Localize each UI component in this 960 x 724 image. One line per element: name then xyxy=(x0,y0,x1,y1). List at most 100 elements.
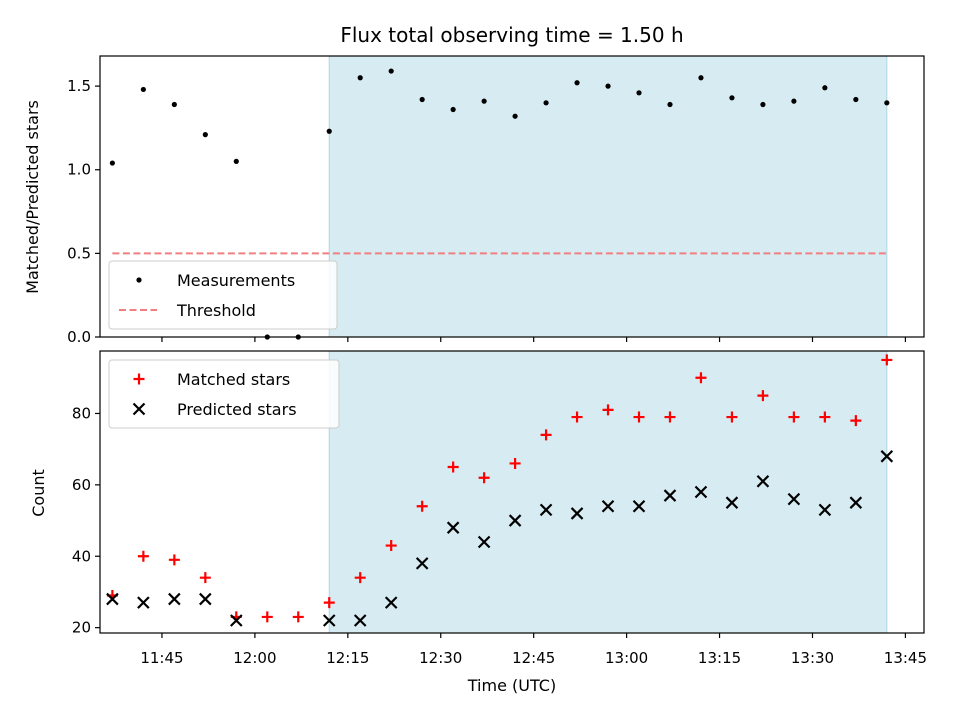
predicted-stars-point xyxy=(230,614,243,627)
y-tick-label: 20 xyxy=(72,619,91,637)
legend-box xyxy=(108,359,340,429)
chart-title: Flux total observing time = 1.50 h xyxy=(340,23,683,47)
matched-stars-point xyxy=(571,411,583,423)
top-y-axis-label: Matched/Predicted stars xyxy=(23,100,42,294)
matched-stars-point xyxy=(509,457,521,469)
predicted-stars-point xyxy=(353,614,367,627)
legend-matched-stars-label: Matched stars xyxy=(177,370,290,389)
y-tick-label: 0.5 xyxy=(67,244,91,262)
predicted-stars-point xyxy=(663,489,677,502)
predicted-stars-point xyxy=(849,496,863,509)
measurements-point xyxy=(636,90,642,96)
plot-frame xyxy=(99,350,925,634)
matched-stars-point xyxy=(292,611,304,623)
matched-stars-point xyxy=(540,429,552,441)
predicted-stars-point xyxy=(694,485,708,499)
predicted-stars-point xyxy=(880,450,894,463)
legend: Matched stars Predicted stars xyxy=(108,359,340,429)
measurements-point xyxy=(326,128,332,134)
y-tick-label: 1.5 xyxy=(67,77,91,95)
predicted-stars-point xyxy=(632,500,646,513)
matched-stars-point xyxy=(850,415,862,427)
predicted-stars-point xyxy=(168,592,181,606)
y-tick-label: 1.0 xyxy=(67,161,91,179)
matched-stars-point xyxy=(602,404,614,416)
measurements-point xyxy=(202,132,208,138)
matched-stars-point xyxy=(664,411,676,423)
predicted-stars-point xyxy=(601,500,615,513)
measurements-point xyxy=(140,86,146,93)
measurements-point xyxy=(357,75,363,81)
legend-measurements-label: Measurements xyxy=(177,271,295,290)
x-tick-label: 12:45 xyxy=(512,649,555,667)
x-tick-label: 12:15 xyxy=(326,649,369,667)
predicted-stars-point xyxy=(137,596,150,609)
measurements-point xyxy=(171,101,177,108)
predicted-stars-point xyxy=(570,507,584,520)
y-tick-label: 80 xyxy=(72,404,91,422)
x-tick-label: 13:45 xyxy=(884,649,927,667)
measurements-point xyxy=(698,75,704,81)
measurements-point xyxy=(605,83,611,89)
legend-box xyxy=(108,260,338,330)
matched-stars-point xyxy=(385,540,397,552)
measurements-point xyxy=(481,98,487,104)
observing-window-shade xyxy=(328,55,888,338)
chart-panels: 0.0 0.5 1.0 1.5 Measurements Threshold 20 40 60 8… xyxy=(67,55,927,667)
matched-stars-point xyxy=(168,554,180,566)
predicted-stars-point xyxy=(539,503,553,517)
measurements-point xyxy=(388,68,394,74)
predicted-stars-point xyxy=(725,496,739,509)
predicted-stars-point xyxy=(787,492,801,506)
matched-stars-point xyxy=(726,411,738,423)
matched-stars-point xyxy=(447,461,459,473)
measurements-point xyxy=(450,106,456,113)
measurements-point xyxy=(760,101,766,108)
y-tick-label: 60 xyxy=(72,476,91,494)
matched-stars-point xyxy=(881,354,893,366)
measurements-point xyxy=(109,160,115,166)
measurements-point xyxy=(543,100,549,106)
measurements-point xyxy=(853,96,859,103)
legend-measurements-swatch xyxy=(136,277,142,283)
x-tick-label: 12:00 xyxy=(233,649,276,667)
predicted-stars-point xyxy=(415,557,429,570)
predicted-stars-point xyxy=(446,521,460,534)
predicted-stars-point xyxy=(322,614,336,627)
matched-stars-point xyxy=(261,611,273,623)
x-tick-label: 11:45 xyxy=(140,649,183,667)
legend-predicted-stars-swatch xyxy=(132,402,146,416)
legend-matched-stars-swatch xyxy=(133,373,145,385)
predicted-stars-point xyxy=(818,503,832,517)
legend: Measurements Threshold xyxy=(108,260,338,330)
y-tick-label: 40 xyxy=(72,547,91,565)
matched-stars-point xyxy=(478,472,490,484)
matched-stars-point xyxy=(695,372,707,384)
bottom-panel: 20 40 60 80 11:45 12:00 12:15 12:30 12:45 13:00 13… xyxy=(72,350,927,667)
y-tick-label: 0.0 xyxy=(67,328,91,346)
matched-stars-point xyxy=(819,411,831,423)
observing-window-shade xyxy=(328,350,888,634)
x-tick-label: 13:30 xyxy=(791,649,834,667)
measurements-point xyxy=(822,85,828,91)
predicted-stars-point xyxy=(756,475,770,488)
matched-stars-point xyxy=(788,411,800,423)
x-tick-label: 12:30 xyxy=(419,649,462,667)
matched-stars-point xyxy=(757,390,769,402)
measurements-point xyxy=(667,101,673,108)
measurements-point xyxy=(884,100,890,106)
x-tick-label: 13:15 xyxy=(698,649,741,667)
top-panel: 0.0 0.5 1.0 1.5 Measurements Threshold xyxy=(67,55,925,346)
measurements-point xyxy=(574,80,580,86)
measurements-point xyxy=(233,158,239,164)
x-tick-label: 13:00 xyxy=(605,649,648,667)
matched-stars-point xyxy=(354,572,366,584)
measurements-point xyxy=(512,113,518,119)
predicted-stars-point xyxy=(106,592,119,606)
measurements-point xyxy=(419,96,425,103)
matched-stars-point xyxy=(137,550,149,562)
predicted-stars-point xyxy=(384,596,398,609)
matched-stars-point xyxy=(199,572,211,584)
measurements-point xyxy=(729,95,735,101)
